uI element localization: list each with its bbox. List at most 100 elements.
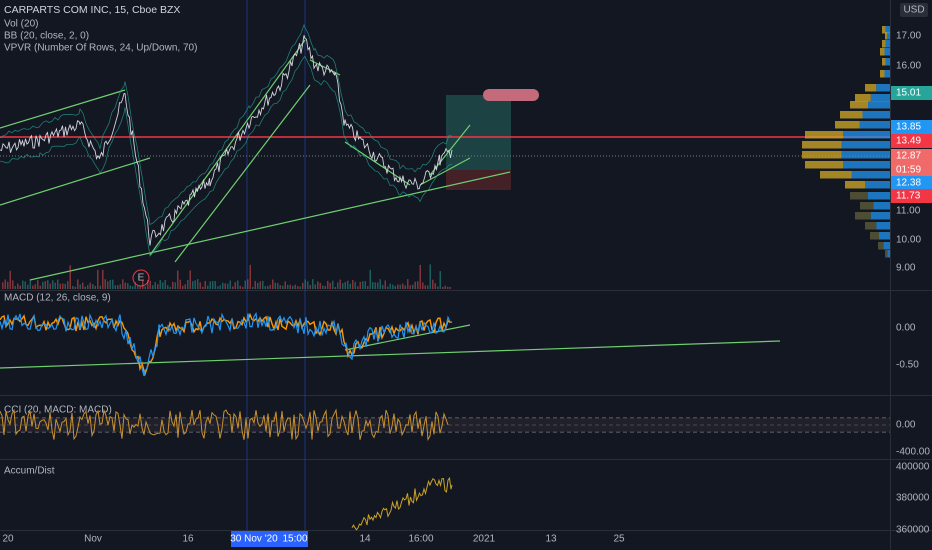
volume-bar bbox=[152, 285, 154, 289]
volume-bar bbox=[179, 279, 181, 289]
volume-profile-down bbox=[802, 151, 842, 159]
volume-bar bbox=[297, 286, 299, 289]
volume-profile-up bbox=[887, 250, 890, 258]
price-badge bbox=[891, 134, 932, 148]
volume-bar bbox=[342, 283, 344, 289]
volume-bar bbox=[332, 280, 334, 289]
volume-bar bbox=[404, 285, 406, 289]
volume-profile-down bbox=[805, 161, 844, 169]
indicator-label: Vol (20) bbox=[4, 19, 38, 30]
currency-button[interactable] bbox=[900, 3, 928, 17]
volume-bar bbox=[49, 283, 51, 289]
volume-bar bbox=[32, 285, 34, 289]
volume-bar bbox=[72, 286, 74, 289]
price-axis-label: 01:59 bbox=[896, 165, 921, 176]
volume-bar bbox=[222, 282, 224, 289]
volume-bar bbox=[107, 281, 109, 289]
volume-bar bbox=[232, 286, 234, 289]
volume-bar bbox=[7, 281, 9, 289]
time-axis-label: Nov bbox=[84, 534, 102, 545]
volume-bar bbox=[437, 286, 439, 289]
volume-bar bbox=[99, 285, 101, 289]
volume-profile-down bbox=[802, 141, 842, 149]
volume-profile-down bbox=[882, 58, 886, 66]
volume-bar bbox=[302, 282, 304, 289]
volume-bar bbox=[349, 283, 351, 289]
volume-bar bbox=[344, 282, 346, 289]
volume-bar bbox=[334, 286, 336, 289]
volume-profile-up bbox=[883, 242, 890, 250]
volume-profile-down bbox=[885, 32, 888, 40]
volume-bar bbox=[384, 280, 386, 289]
volume-bar bbox=[212, 281, 214, 289]
pane-label: CCI (20, MACD: MACD) bbox=[4, 405, 112, 416]
volume-profile-down bbox=[885, 250, 888, 258]
volume-profile-up bbox=[843, 161, 890, 169]
price-axis-label: 16.00 bbox=[896, 61, 921, 72]
price-axis-label: 12.38 bbox=[896, 178, 921, 189]
time-badge bbox=[231, 531, 308, 547]
volume-bar bbox=[77, 279, 79, 289]
volume-bar bbox=[424, 285, 426, 289]
price-axis-label: 11.73 bbox=[896, 191, 921, 202]
price-badge bbox=[891, 163, 932, 177]
volume-bar bbox=[284, 281, 286, 289]
volume-bar bbox=[447, 286, 449, 289]
volume-profile-down bbox=[805, 131, 844, 139]
volume-bar bbox=[277, 282, 279, 289]
volume-bar bbox=[64, 283, 66, 289]
volume-bar bbox=[172, 281, 174, 289]
volume-profile-up bbox=[884, 48, 890, 56]
volume-bar bbox=[407, 279, 409, 289]
volume-bar bbox=[137, 285, 139, 289]
volume-bar bbox=[47, 280, 49, 289]
volume-bar bbox=[372, 282, 374, 289]
volume-bar bbox=[362, 281, 364, 289]
volume-bar bbox=[22, 280, 24, 289]
volume-bar bbox=[317, 281, 319, 289]
volume-bar bbox=[164, 279, 166, 289]
volume-bar bbox=[274, 282, 276, 289]
volume-profile-up bbox=[887, 32, 890, 40]
volume-bar bbox=[157, 284, 159, 289]
volume-bar bbox=[167, 285, 169, 289]
bollinger-band bbox=[0, 23, 453, 226]
accum-line bbox=[351, 476, 453, 531]
volume-profile-up bbox=[870, 94, 890, 102]
volume-bar bbox=[244, 280, 246, 289]
volume-bar bbox=[142, 279, 144, 289]
time-axis-label: 14 bbox=[359, 534, 371, 545]
price-axis-label: 13.49 bbox=[896, 136, 921, 147]
volume-bar bbox=[254, 280, 256, 289]
volume-bar bbox=[444, 285, 446, 289]
volume-bar bbox=[394, 285, 396, 289]
volume-bar bbox=[392, 284, 394, 289]
volume-bar bbox=[17, 283, 19, 289]
volume-bar bbox=[207, 285, 209, 289]
volume-bar bbox=[417, 281, 419, 289]
macd-line bbox=[0, 311, 453, 377]
volume-bar bbox=[439, 271, 441, 289]
volume-bar bbox=[294, 284, 296, 289]
volume-profile-up bbox=[865, 181, 890, 189]
volume-bar bbox=[389, 283, 391, 289]
time-axis-label: 16 bbox=[182, 534, 194, 545]
volume-bar bbox=[117, 285, 119, 289]
volume-profile-up bbox=[876, 222, 890, 230]
volume-bar bbox=[354, 281, 356, 289]
cci-band bbox=[0, 418, 890, 432]
volume-bar bbox=[4, 279, 6, 289]
volume-profile-up bbox=[873, 202, 890, 210]
volume-bar bbox=[192, 281, 194, 289]
currency-label[interactable]: USD bbox=[903, 5, 924, 16]
volume-profile-down bbox=[878, 242, 884, 250]
volume-bar bbox=[314, 284, 316, 289]
volume-bar bbox=[57, 279, 59, 289]
volume-bar bbox=[374, 282, 376, 289]
volume-bar bbox=[177, 270, 179, 289]
volume-bar bbox=[194, 280, 196, 289]
pane-label: Accum/Dist bbox=[4, 466, 55, 477]
volume-bar bbox=[227, 283, 229, 289]
